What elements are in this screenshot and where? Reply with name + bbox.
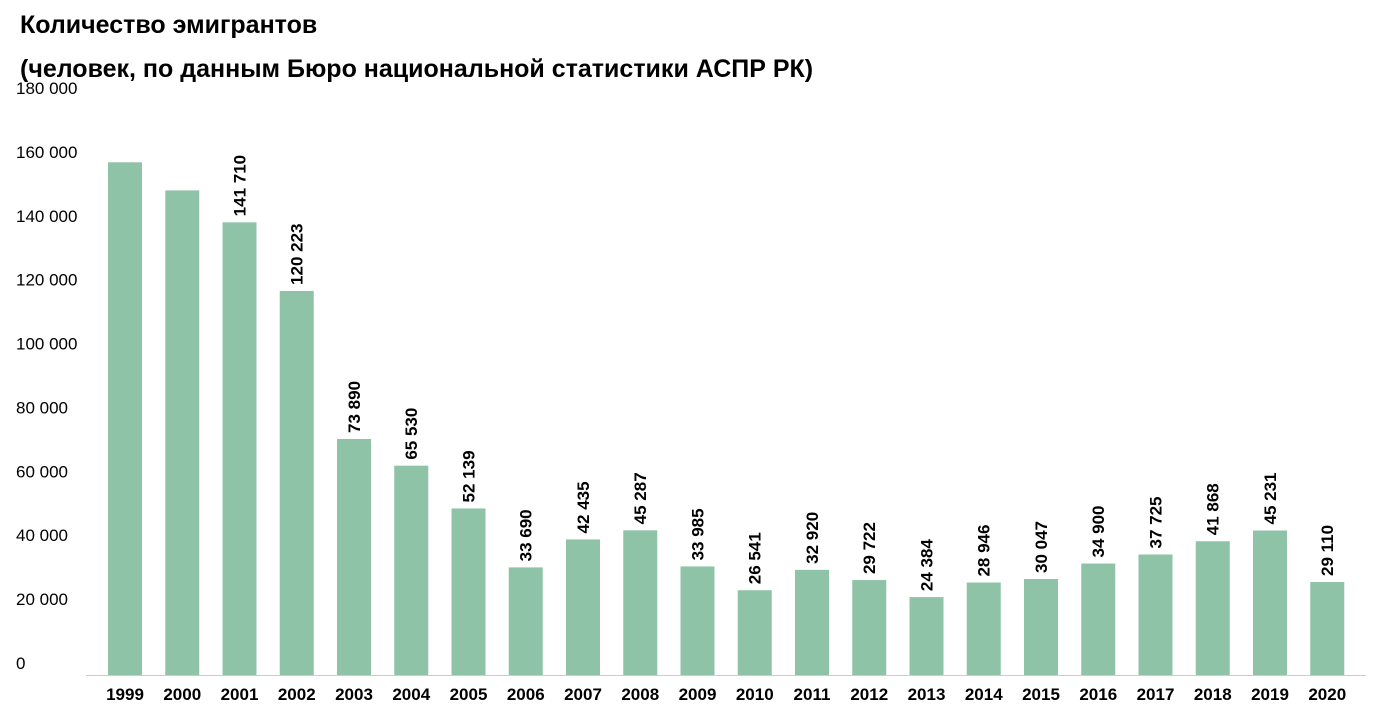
- chart-title: Количество эмигрантов: [20, 11, 318, 39]
- data-label-2007: 42 435: [574, 481, 593, 533]
- bar-2018: [1195, 541, 1230, 675]
- bar-2010: [737, 590, 772, 675]
- bar-2003: [337, 438, 371, 675]
- data-label-2019: 45 231: [1261, 473, 1280, 525]
- bar-2014: [966, 582, 1001, 675]
- data-label-2012: 29 722: [860, 522, 879, 574]
- data-label-2017: 37 725: [1147, 496, 1166, 548]
- bar-2008: [623, 530, 658, 675]
- x-tick-label-2006: 2006: [507, 685, 545, 704]
- y-tick-label: 120 000: [16, 271, 77, 290]
- bar-2011: [795, 569, 829, 675]
- y-tick-label: 100 000: [16, 335, 77, 354]
- data-label-2001: 141 710: [231, 155, 250, 216]
- x-tick-label-2011: 2011: [794, 685, 831, 704]
- bar-2007: [566, 539, 600, 675]
- data-label-2011: 32 920: [803, 512, 822, 564]
- data-labels: 141 710 120 223 73 890 65 530 52 139 33 690 42…: [231, 155, 1338, 591]
- y-tick-label: 60 000: [16, 462, 68, 481]
- x-tick-label-2000: 2000: [163, 685, 201, 704]
- bar-2004: [394, 465, 429, 675]
- data-label-2016: 34 900: [1089, 506, 1108, 558]
- x-tick-label-2002: 2002: [278, 685, 316, 704]
- x-tick-label-2016: 2016: [1079, 685, 1117, 704]
- data-label-2009: 33 985: [689, 508, 708, 560]
- bars: [108, 162, 1345, 675]
- data-label-2020: 29 110: [1318, 525, 1337, 576]
- bar-2006: [508, 567, 543, 675]
- data-label-2006: 33 690: [517, 509, 536, 561]
- bar-2020: [1310, 582, 1345, 675]
- data-label-2013: 24 384: [918, 539, 937, 592]
- data-label-2018: 41 868: [1204, 483, 1223, 535]
- chart-subtitle: (человек, по данным Бюро национальной ст…: [20, 55, 814, 83]
- bar-2016: [1081, 563, 1116, 675]
- x-tick-label-2005: 2005: [450, 685, 488, 704]
- x-tick-label-2003: 2003: [335, 685, 373, 704]
- x-tick-label-2009: 2009: [679, 685, 717, 704]
- y-tick-label: 140 000: [16, 207, 77, 226]
- y-tick-label: 20 000: [16, 590, 68, 609]
- x-tick-label-2013: 2013: [908, 685, 946, 704]
- bar-2001: [222, 222, 257, 675]
- bar-2013: [909, 597, 944, 675]
- bar-2000: [165, 190, 200, 675]
- x-tick-label-2017: 2017: [1137, 685, 1175, 704]
- bar-1999: [108, 162, 142, 675]
- y-tick-label: 160 000: [16, 143, 77, 162]
- x-tick-label-1999: 1999: [106, 685, 144, 704]
- bar-2012: [852, 580, 887, 675]
- bar-2002: [279, 290, 314, 675]
- data-label-2015: 30 047: [1032, 521, 1051, 573]
- x-tick-label-2008: 2008: [621, 685, 659, 704]
- y-axis: 0 20 000 40 000 60 000 80 000 100 000 120 000 1…: [16, 79, 77, 673]
- x-tick-label-2019: 2019: [1251, 685, 1289, 704]
- data-label-2008: 45 287: [631, 472, 650, 524]
- x-tick-label-2015: 2015: [1022, 685, 1060, 704]
- x-tick-label-2012: 2012: [850, 685, 888, 704]
- bar-2017: [1138, 554, 1173, 675]
- y-tick-label: 80 000: [16, 398, 68, 417]
- data-label-2005: 52 139: [460, 450, 479, 502]
- x-tick-label-2020: 2020: [1308, 685, 1346, 704]
- data-label-2014: 28 946: [975, 525, 994, 577]
- y-tick-label: 180 000: [16, 79, 77, 98]
- x-tick-label-2007: 2007: [564, 685, 602, 704]
- y-tick-label: 40 000: [16, 526, 68, 545]
- bar-2015: [1024, 579, 1058, 675]
- y-tick-label: 0: [16, 654, 25, 673]
- x-axis: 1999 2000 2001 2002 2003 2004 2005 2006 2007 2008…: [106, 685, 1346, 704]
- data-label-2002: 120 223: [288, 224, 307, 285]
- bar-2019: [1253, 530, 1287, 675]
- bar-2005: [451, 508, 486, 675]
- x-tick-label-2010: 2010: [736, 685, 774, 704]
- x-tick-label-2004: 2004: [392, 685, 430, 704]
- x-tick-label-2018: 2018: [1194, 685, 1232, 704]
- bar-2009: [680, 566, 715, 675]
- data-label-2003: 73 890: [345, 381, 364, 433]
- data-label-2010: 26 541: [746, 532, 765, 584]
- x-tick-label-2014: 2014: [965, 685, 1003, 704]
- x-tick-label-2001: 2001: [221, 685, 259, 704]
- data-label-2004: 65 530: [402, 408, 421, 460]
